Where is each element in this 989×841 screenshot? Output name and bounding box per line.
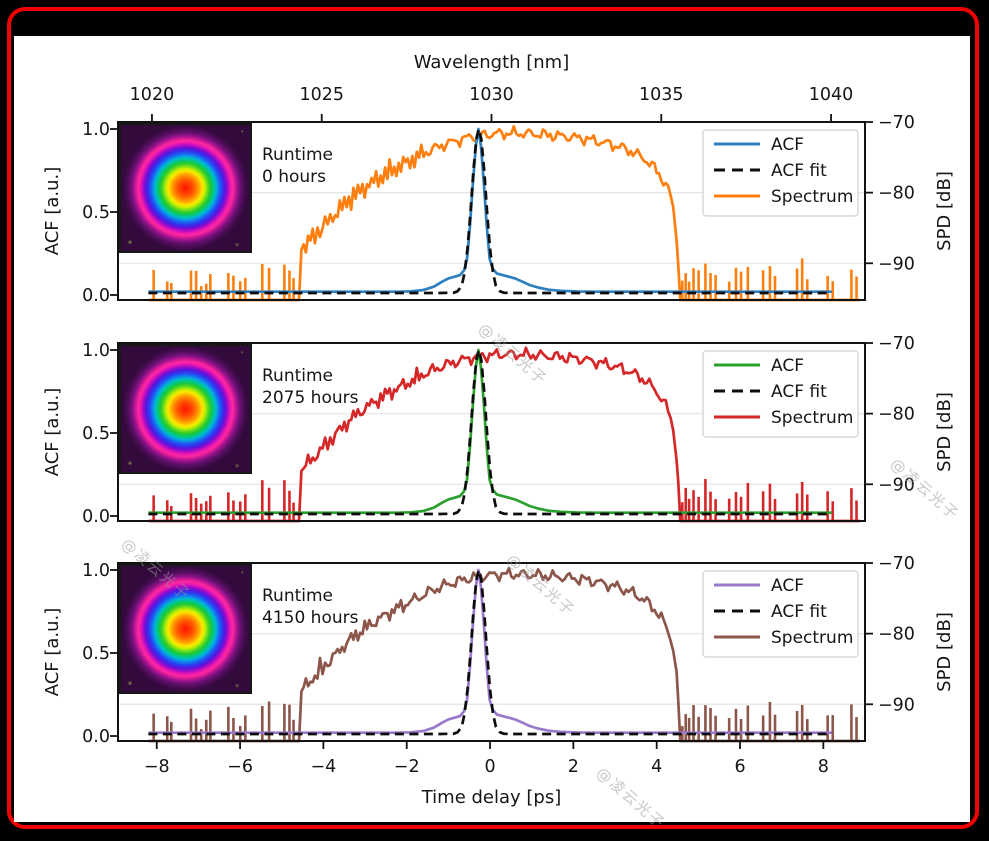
bottom-tick-label: −8	[144, 757, 170, 777]
top-tick-label: 1030	[469, 85, 514, 105]
top-tick-label: 1035	[639, 85, 684, 105]
legend-label: Spectrum	[771, 408, 853, 428]
left-tick-label: 0.0	[82, 286, 110, 306]
left-tick-label: 1.0	[82, 120, 110, 140]
left-axis-label: ACF [a.u.]	[42, 167, 63, 256]
top-tick-label: 1040	[809, 85, 854, 105]
panel-frame	[117, 342, 866, 522]
bottom-tick-label: 2	[568, 757, 579, 777]
bottom-tick-label: −2	[394, 757, 420, 777]
runtime-label-line1: Runtime	[262, 586, 333, 606]
right-axis-label: SPD [dB]	[934, 612, 955, 692]
legend-label: ACF fit	[771, 602, 827, 622]
bottom-tick-label: 0	[484, 757, 495, 777]
legend-label: Spectrum	[771, 187, 853, 207]
beam-profile-inset-0h	[119, 123, 252, 253]
top-axis-label: Wavelength [nm]	[414, 52, 570, 73]
runtime-label-line1: Runtime	[262, 366, 333, 386]
left-tick-label: 0.5	[82, 644, 110, 664]
left-tick-label: 0.0	[82, 727, 110, 747]
acf-fit-curve	[148, 568, 832, 736]
right-tick-label: −70	[878, 334, 915, 354]
right-axis-label: SPD [dB]	[934, 171, 955, 251]
bottom-tick-label: 8	[818, 757, 829, 777]
spectrum-curve	[148, 346, 860, 523]
legend-label: Spectrum	[771, 628, 853, 648]
left-tick-label: 0.0	[82, 507, 110, 527]
runtime-label-line2: 4150 hours	[262, 608, 359, 628]
bottom-tick-label: −6	[227, 757, 253, 777]
beam-profile-inset-4150h	[119, 564, 252, 694]
bottom-tick-label: 4	[651, 757, 662, 777]
left-tick-label: 0.5	[82, 424, 110, 444]
legend-label: ACF fit	[771, 161, 827, 181]
left-tick-label: 1.0	[82, 341, 110, 361]
left-axis-label: ACF [a.u.]	[42, 608, 63, 697]
right-tick-label: −80	[878, 184, 915, 204]
left-tick-label: 1.0	[82, 561, 110, 581]
right-tick-label: −70	[878, 113, 915, 133]
legend-label: ACF fit	[771, 382, 827, 402]
right-tick-label: −70	[878, 554, 915, 574]
left-tick-label: 0.5	[82, 203, 110, 223]
right-tick-label: −90	[878, 475, 915, 495]
right-tick-label: −90	[878, 695, 915, 715]
spectrum-curve	[148, 124, 860, 302]
acf-fit-curve	[148, 348, 832, 516]
runtime-label-line2: 0 hours	[262, 167, 326, 187]
acf-fit-curve	[148, 127, 832, 295]
right-tick-label: −80	[878, 405, 915, 425]
legend-label: ACF	[771, 135, 804, 155]
right-axis-label: SPD [dB]	[934, 392, 955, 472]
spectrum-curve	[148, 566, 860, 743]
figure-canvas: 0.0 0.5 1.0 −70 −80 −90 ACF [a.u.] SPD [dB] Runt…	[14, 36, 970, 822]
top-tick-label: 1020	[130, 85, 175, 105]
right-tick-label: −80	[878, 625, 915, 645]
panel-frame	[117, 562, 866, 742]
top-tick-label: 1025	[299, 85, 344, 105]
legend-label: ACF	[771, 356, 804, 376]
bottom-tick-label: −4	[310, 757, 336, 777]
legend-label: ACF	[771, 576, 804, 596]
bottom-axis-label: Time delay [ps]	[421, 787, 562, 808]
left-axis-label: ACF [a.u.]	[42, 388, 63, 477]
runtime-label-line2: 2075 hours	[262, 388, 359, 408]
runtime-label-line1: Runtime	[262, 145, 333, 165]
right-tick-label: −90	[878, 254, 915, 274]
beam-profile-inset-2075h	[119, 344, 252, 474]
bottom-tick-label: 6	[734, 757, 745, 777]
